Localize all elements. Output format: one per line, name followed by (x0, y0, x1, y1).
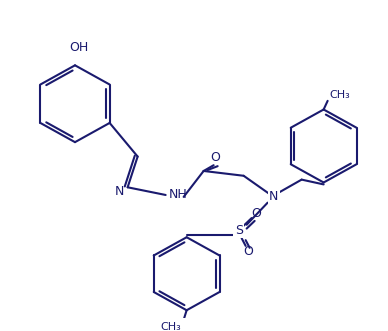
Text: CH₃: CH₃ (330, 90, 350, 100)
Text: S: S (235, 224, 242, 237)
Text: OH: OH (69, 41, 88, 54)
Text: O: O (252, 207, 262, 220)
Text: O: O (211, 151, 221, 164)
Text: N: N (115, 185, 124, 198)
Text: N: N (269, 190, 278, 203)
Text: CH₃: CH₃ (160, 322, 181, 331)
Text: O: O (244, 245, 254, 258)
Text: NH: NH (169, 188, 187, 201)
